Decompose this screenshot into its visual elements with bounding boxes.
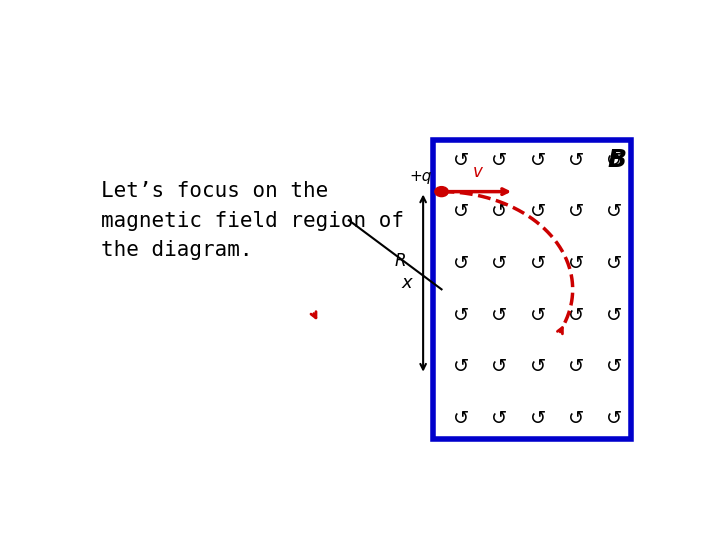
Text: ↺: ↺ xyxy=(453,254,469,273)
Text: ↺: ↺ xyxy=(568,357,585,376)
Text: ↺: ↺ xyxy=(530,357,546,376)
Text: ↺: ↺ xyxy=(568,306,585,325)
Text: ↺: ↺ xyxy=(606,254,623,273)
Text: v: v xyxy=(473,163,482,181)
Text: ↺: ↺ xyxy=(491,357,508,376)
Text: ↺: ↺ xyxy=(491,409,508,428)
Text: ↺: ↺ xyxy=(568,202,585,221)
Text: ↺: ↺ xyxy=(530,306,546,325)
Text: ↺: ↺ xyxy=(491,202,508,221)
Text: +q: +q xyxy=(409,169,431,184)
Text: ↺: ↺ xyxy=(530,254,546,273)
Text: ↺: ↺ xyxy=(453,409,469,428)
Text: ↺: ↺ xyxy=(606,202,623,221)
Text: x: x xyxy=(401,274,412,292)
Text: Let’s focus on the
magnetic field region of
the diagram.: Let’s focus on the magnetic field region… xyxy=(101,181,404,260)
Text: ↺: ↺ xyxy=(606,151,623,170)
Text: ↺: ↺ xyxy=(491,254,508,273)
Text: R: R xyxy=(395,252,407,270)
Text: ↺: ↺ xyxy=(491,151,508,170)
Text: ↺: ↺ xyxy=(453,357,469,376)
Text: ↺: ↺ xyxy=(568,409,585,428)
Text: Step 2: find the radius of the circular path followed by the ions in the
region : Step 2: find the radius of the circular … xyxy=(11,12,720,58)
Text: ↺: ↺ xyxy=(453,306,469,325)
Text: ↺: ↺ xyxy=(606,306,623,325)
Text: ↺: ↺ xyxy=(530,409,546,428)
Text: ↺: ↺ xyxy=(568,254,585,273)
Text: ↺: ↺ xyxy=(530,202,546,221)
Bar xyxy=(433,140,631,439)
Text: ↺: ↺ xyxy=(606,357,623,376)
Text: ↺: ↺ xyxy=(568,151,585,170)
Text: ↺: ↺ xyxy=(453,202,469,221)
Text: ↺: ↺ xyxy=(606,409,623,428)
Text: ↺: ↺ xyxy=(530,151,546,170)
Text: ↺: ↺ xyxy=(453,151,469,170)
Text: B: B xyxy=(608,148,627,172)
Circle shape xyxy=(435,187,449,197)
Text: ↺: ↺ xyxy=(491,306,508,325)
